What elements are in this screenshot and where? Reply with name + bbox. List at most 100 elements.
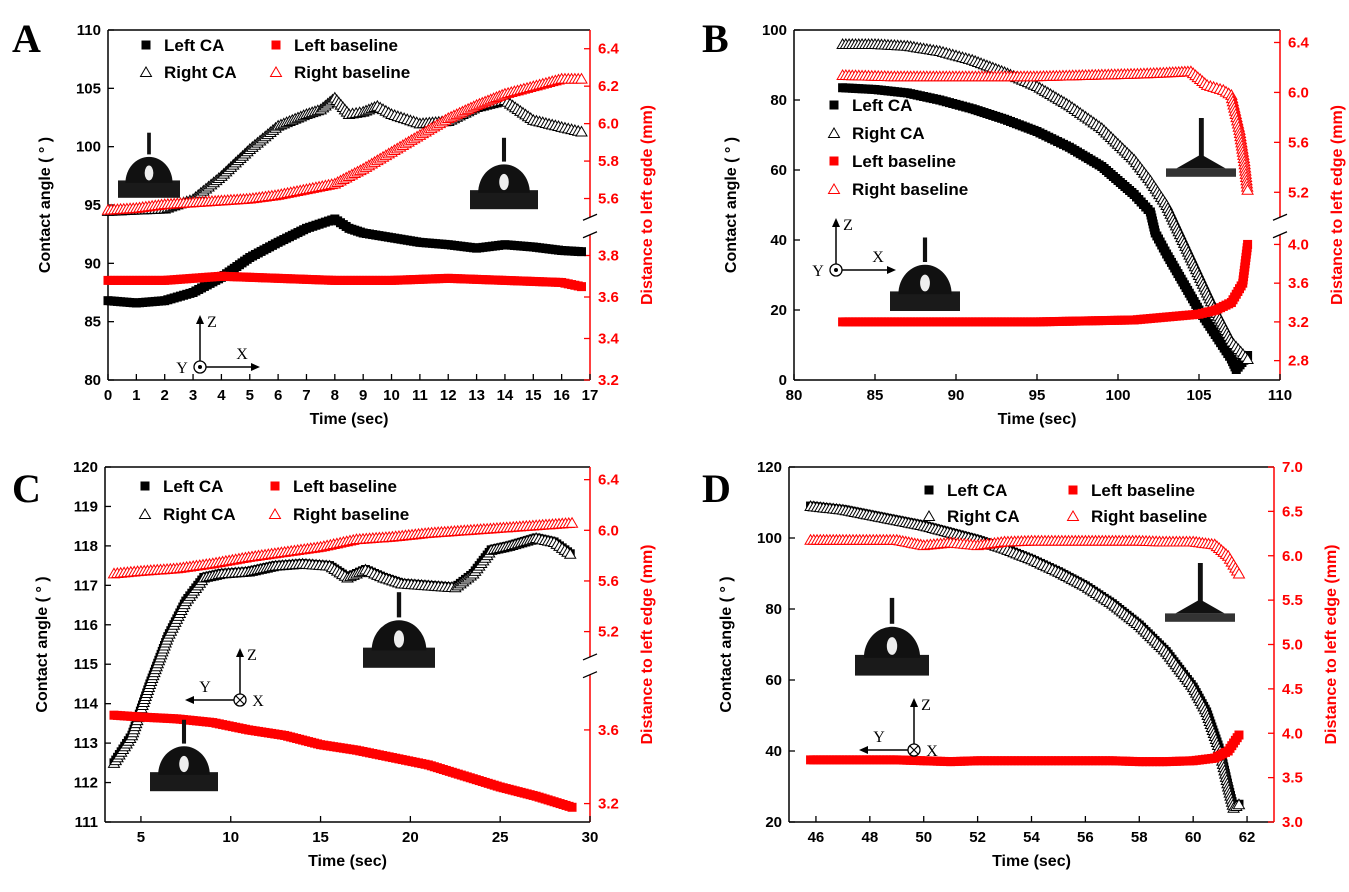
series-right-baseline xyxy=(107,516,579,579)
axis-label-z: Z xyxy=(207,314,217,331)
droplet-inset xyxy=(890,237,960,311)
droplet-shape xyxy=(1176,154,1226,169)
x-tick-label: 14 xyxy=(497,387,514,404)
axis-label-origin: X xyxy=(926,743,938,760)
x-tick-label: 17 xyxy=(582,387,599,404)
y2-tick-label: 5.6 xyxy=(1288,134,1309,151)
x-tick-label: 15 xyxy=(312,829,329,846)
x-tick-label: 4 xyxy=(217,387,226,404)
x-tick-label: 46 xyxy=(808,829,825,846)
axis-label-z: Z xyxy=(843,217,853,234)
series-right-baseline xyxy=(101,72,588,215)
y-tick-label: 100 xyxy=(762,22,787,39)
x-tick-label: 6 xyxy=(274,387,282,404)
coordinate-axes-icon: Z Y X xyxy=(185,647,264,710)
x-tick-label: 20 xyxy=(402,829,419,846)
droplet-highlight xyxy=(499,173,509,191)
x-tick-label: 90 xyxy=(948,387,965,404)
legend-label: Right baseline xyxy=(852,180,968,199)
y2-tick-label: 5.5 xyxy=(1282,592,1303,609)
y-axis-title: Contact angle ( ° ) xyxy=(37,137,54,273)
series-left-baseline xyxy=(109,710,577,812)
needle-shape xyxy=(147,132,151,155)
y2-tick-label: 4.5 xyxy=(1282,681,1303,698)
axis-label-origin: Y xyxy=(176,360,188,377)
substrate-shape xyxy=(890,291,960,311)
droplet-inset xyxy=(855,597,929,676)
y-arrowhead xyxy=(185,696,194,704)
legend-label: Right CA xyxy=(852,124,925,143)
out-of-page-dot xyxy=(198,365,202,369)
y-tick-label: 105 xyxy=(76,80,101,97)
legend-label: Right baseline xyxy=(293,505,409,524)
y2-tick-label: 6.0 xyxy=(598,116,619,133)
y-tick-label: 118 xyxy=(74,538,98,555)
data-point xyxy=(563,547,577,559)
needle-shape xyxy=(501,137,507,162)
y-tick-label: 90 xyxy=(84,255,101,272)
y2-tick-label: 5.2 xyxy=(1288,184,1309,201)
y2-axis-title: Distance to left edge (mm) xyxy=(639,544,656,744)
chart-panel-d: D 46 48 50 52 54 56 58 60 62 20 40 60 80 100 120 3.0 3.5 4… xyxy=(702,459,1340,870)
needle-shape xyxy=(396,592,402,618)
series-left-ca xyxy=(103,214,586,308)
substrate-shape xyxy=(855,654,929,676)
x-tick-label: 16 xyxy=(553,387,570,404)
data-point xyxy=(1243,239,1253,249)
y-axis-title: Contact angle ( ° ) xyxy=(718,576,735,712)
legend-marker xyxy=(269,66,283,77)
axis-break-mark xyxy=(582,653,598,661)
z-arrowhead xyxy=(236,648,244,657)
x-tick-label: 9 xyxy=(359,387,367,404)
x-tick-label: 10 xyxy=(222,829,239,846)
y2-axis-title: Distance to left edge (mm) xyxy=(1329,105,1346,305)
y-tick-label: 40 xyxy=(765,743,782,760)
data-point xyxy=(565,516,579,528)
needle-shape xyxy=(889,597,895,624)
x-arrowhead xyxy=(887,266,896,274)
x-tick-label: 50 xyxy=(915,829,932,846)
y-tick-label: 80 xyxy=(765,601,782,618)
x-tick-label: 0 xyxy=(104,387,112,404)
y-axis-title: Contact angle ( ° ) xyxy=(34,576,51,712)
z-arrowhead xyxy=(910,698,918,707)
x-tick-label: 11 xyxy=(412,387,428,404)
y-tick-label: 111 xyxy=(75,814,98,831)
droplet-inset-right xyxy=(470,137,538,210)
y-tick-label: 110 xyxy=(77,22,101,39)
y2-tick-label: 2.8 xyxy=(1288,353,1309,370)
z-arrowhead xyxy=(196,315,204,324)
data-point xyxy=(567,802,577,812)
series-left-ca xyxy=(838,83,1253,374)
legend-label: Left CA xyxy=(163,477,223,496)
y2-tick-label: 3.8 xyxy=(598,248,619,265)
y-tick-label: 60 xyxy=(765,672,782,689)
series-right-ca xyxy=(836,38,1254,364)
data-point xyxy=(1234,730,1244,740)
x-tick-label: 25 xyxy=(492,829,509,846)
data-point xyxy=(575,72,588,84)
legend: Left CA Left baseline Right CA Right baseli… xyxy=(139,36,410,82)
legend-label: Left CA xyxy=(852,96,912,115)
legend-marker xyxy=(271,40,281,50)
axis-break-mark xyxy=(582,231,598,239)
droplet-inset-left xyxy=(150,719,218,792)
y2-tick-label: 3.2 xyxy=(1288,314,1309,331)
y2-axis-title: Distance to left edge (mm) xyxy=(1323,544,1340,744)
x-axis-title: Time (sec) xyxy=(308,853,387,870)
series-right-baseline xyxy=(836,65,1254,195)
legend-label: Right baseline xyxy=(1091,507,1207,526)
legend-label: Left baseline xyxy=(852,152,956,171)
data-point xyxy=(575,125,588,137)
axis-label-y: Y xyxy=(873,729,885,746)
legend: Left CA Right CA Left baseline Right baseli… xyxy=(827,96,968,199)
y-tick-label: 80 xyxy=(770,92,787,109)
droplet-highlight xyxy=(886,637,898,655)
substrate-shape xyxy=(1165,613,1235,622)
y2-tick-label: 7.0 xyxy=(1282,459,1303,476)
droplet-shape xyxy=(1175,599,1225,614)
legend-label: Right CA xyxy=(163,505,236,524)
x-tick-label: 52 xyxy=(969,829,986,846)
x-tick-label: 62 xyxy=(1239,829,1256,846)
substrate-shape xyxy=(118,180,180,198)
